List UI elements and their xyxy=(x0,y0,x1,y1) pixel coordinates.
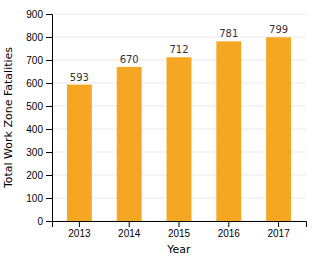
y-tick-label: 500 xyxy=(26,101,43,112)
chart-container: 0 100 200 300 400 500 600 700 800 900 2013 2014 2015… xyxy=(0,0,316,259)
bars xyxy=(67,37,291,221)
y-tick-mark xyxy=(46,106,52,107)
y-tick-mark xyxy=(46,60,52,61)
y-tick-mark xyxy=(46,175,52,176)
data-labels: 593 670 712 781 799 xyxy=(70,24,288,82)
y-tick-mark xyxy=(46,129,52,130)
y-tick-mark xyxy=(46,83,52,84)
x-tick-mark xyxy=(228,221,229,227)
x-tick-label: 2013 xyxy=(68,228,91,239)
x-tick: 2016 xyxy=(218,221,241,239)
y-tick: 100 xyxy=(26,193,52,204)
x-tick: 2013 xyxy=(68,221,91,239)
bar xyxy=(216,41,241,221)
y-tick: 400 xyxy=(26,124,52,135)
x-tick-mark xyxy=(179,221,180,227)
bar xyxy=(266,37,291,221)
bar xyxy=(67,85,92,221)
bar xyxy=(117,67,142,221)
x-tick-mark xyxy=(79,221,80,227)
y-tick: 600 xyxy=(26,78,52,89)
y-tick-label: 400 xyxy=(26,124,43,135)
y-tick-label: 900 xyxy=(26,9,43,20)
x-tick: 2014 xyxy=(118,221,141,239)
y-tick: 200 xyxy=(26,170,52,181)
y-tick-label: 300 xyxy=(26,147,43,158)
y-tick: 800 xyxy=(26,32,52,43)
y-tick: 500 xyxy=(26,101,52,112)
y-tick-mark xyxy=(46,198,52,199)
data-label: 593 xyxy=(70,72,89,83)
x-axis-line xyxy=(53,222,307,228)
y-tick-label: 0 xyxy=(37,216,43,227)
chart-svg: 0 100 200 300 400 500 600 700 800 900 2013 2014 2015… xyxy=(0,0,316,259)
y-tick-mark xyxy=(46,37,52,38)
x-tick-label: 2014 xyxy=(118,228,141,239)
data-label: 799 xyxy=(269,24,288,35)
y-tick-mark xyxy=(46,152,52,153)
y-tick-label: 700 xyxy=(26,55,43,66)
data-label: 781 xyxy=(219,28,238,39)
y-tick-label: 100 xyxy=(26,193,43,204)
x-axis: 2013 2014 2015 2016 2017 xyxy=(53,221,307,239)
data-label: 712 xyxy=(169,44,188,55)
y-tick-mark xyxy=(46,221,52,222)
plot-area: 0 100 200 300 400 500 600 700 800 900 2013 2014 2015… xyxy=(26,9,306,239)
y-axis: 0 100 200 300 400 500 600 700 800 900 xyxy=(26,9,52,227)
y-tick: 300 xyxy=(26,147,52,158)
data-label: 670 xyxy=(120,54,139,65)
y-tick: 700 xyxy=(26,55,52,66)
y-tick: 900 xyxy=(26,9,52,20)
x-tick-label: 2017 xyxy=(267,228,290,239)
x-tick-label: 2016 xyxy=(218,228,241,239)
x-axis-title: Year xyxy=(166,243,191,256)
x-tick: 2017 xyxy=(267,221,290,239)
x-tick-label: 2015 xyxy=(168,228,191,239)
grid xyxy=(52,14,306,221)
x-tick-mark xyxy=(129,221,130,227)
y-tick-label: 200 xyxy=(26,170,43,181)
y-tick: 0 xyxy=(37,216,52,227)
y-tick-label: 600 xyxy=(26,78,43,89)
bar xyxy=(167,57,192,221)
y-tick-mark xyxy=(46,14,52,15)
y-axis-title: Total Work Zone Fatalities xyxy=(2,47,15,189)
y-axis-line xyxy=(46,15,53,222)
x-tick-mark xyxy=(278,221,279,227)
x-tick: 2015 xyxy=(168,221,191,239)
y-tick-label: 800 xyxy=(26,32,43,43)
grid-line xyxy=(52,14,306,15)
